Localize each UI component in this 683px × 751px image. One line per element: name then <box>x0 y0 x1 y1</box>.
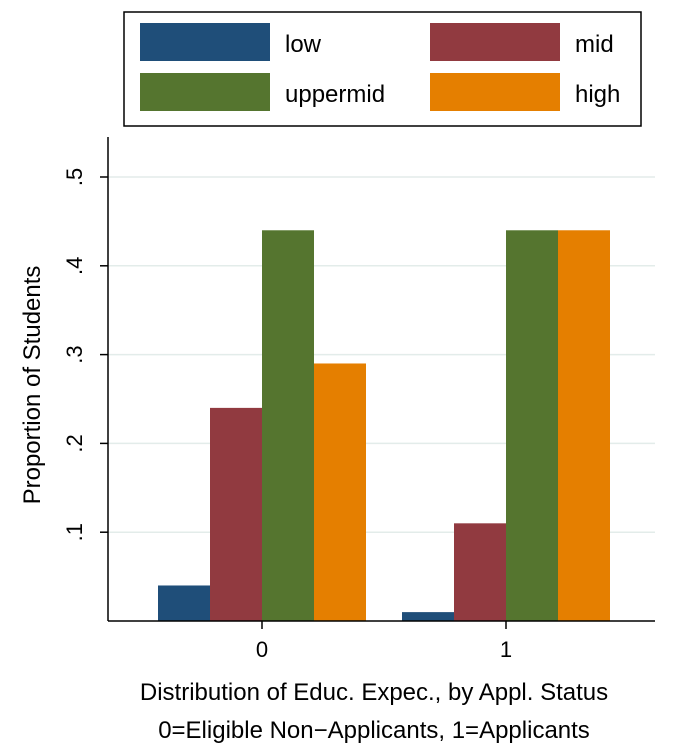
y-axis-ticks: .1 .2 .3 .4 .5 <box>62 168 108 541</box>
legend-label-mid: mid <box>575 31 614 58</box>
bar-uppermid-0 <box>262 230 314 621</box>
legend-swatch-high <box>430 73 560 111</box>
bar-mid-0 <box>210 407 262 621</box>
x-axis-title-line-2: 0=Eligible Non−Applicants, 1=Applicants <box>158 717 590 744</box>
bar-high-1 <box>558 230 610 621</box>
legend-label-uppermid: uppermid <box>285 81 385 108</box>
legend-swatch-low <box>140 23 270 61</box>
x-tick-label: 0 <box>256 637 268 662</box>
y-tick-label: .4 <box>62 257 87 275</box>
y-tick-label: .5 <box>62 168 87 186</box>
bars <box>158 230 610 621</box>
legend: low mid uppermid high <box>123 11 642 127</box>
y-tick-label: .2 <box>62 434 87 452</box>
x-axis-title-line-1: Distribution of Educ. Expec., by Appl. S… <box>140 679 608 706</box>
bar-mid-1 <box>454 523 506 621</box>
bar-uppermid-1 <box>506 230 558 621</box>
y-tick-label: .1 <box>62 523 87 541</box>
legend-label-high: high <box>575 81 620 108</box>
y-axis-title: Proportion of Students <box>19 266 46 505</box>
x-tick-label: 1 <box>500 637 512 662</box>
bar-high-0 <box>314 363 366 621</box>
bar-low-1 <box>402 612 454 621</box>
legend-swatch-mid <box>430 23 560 61</box>
y-tick-label: .3 <box>62 345 87 363</box>
axes <box>107 137 655 622</box>
legend-swatch-uppermid <box>140 73 270 111</box>
bar-low-0 <box>158 585 210 621</box>
legend-label-low: low <box>285 31 322 58</box>
